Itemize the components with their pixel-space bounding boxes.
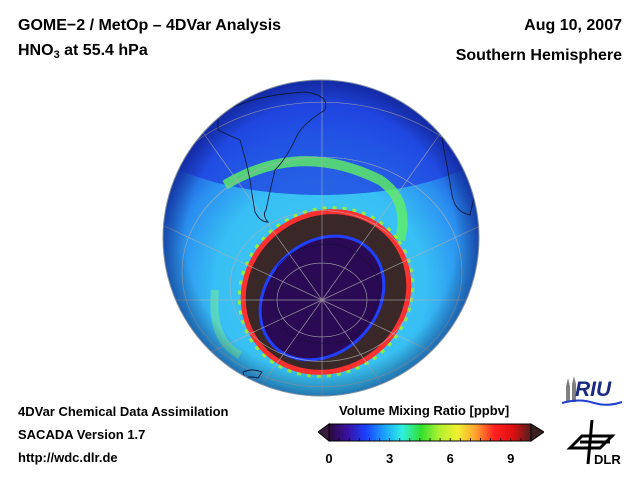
riu-text: RIU (575, 378, 612, 401)
colorbar-title: Volume Mixing Ratio [ppbv] (339, 403, 510, 418)
species-subscript: 3 (53, 49, 60, 61)
colorbar (318, 423, 544, 443)
river-line (561, 399, 623, 406)
colorbar-tick-label: 0 (325, 451, 333, 466)
region-label: Southern Hemisphere (455, 47, 622, 64)
footer-line1: 4DVar Chemical Data Assimilation (18, 404, 229, 419)
dlr-logo: DLR (566, 419, 621, 467)
footer-line2: SACADA Version 1.7 (18, 427, 146, 442)
dlr-text: DLR (594, 452, 621, 467)
cathedral-icon (566, 376, 576, 402)
date-label: Aug 10, 2007 (524, 17, 622, 34)
species-main: HNO (18, 42, 54, 59)
footer-url[interactable]: http://wdc.dlr.de (18, 450, 118, 465)
species-level: at 55.4 hPa (59, 42, 148, 59)
colorbar-tick-label: 9 (507, 451, 515, 466)
dlr-emblem-icon (566, 419, 616, 465)
colorbar-extend-max (530, 423, 544, 442)
colorbar-tick-label: 3 (385, 451, 394, 466)
title-species: HNO3 at 55.4 hPa (18, 42, 148, 61)
colorbar-tick-label: 6 (446, 451, 454, 466)
colorbar-extend-min (318, 423, 330, 443)
title-line1: GOME−2 / MetOp – 4DVar Analysis (18, 17, 282, 34)
riu-logo: RIU (561, 376, 623, 406)
